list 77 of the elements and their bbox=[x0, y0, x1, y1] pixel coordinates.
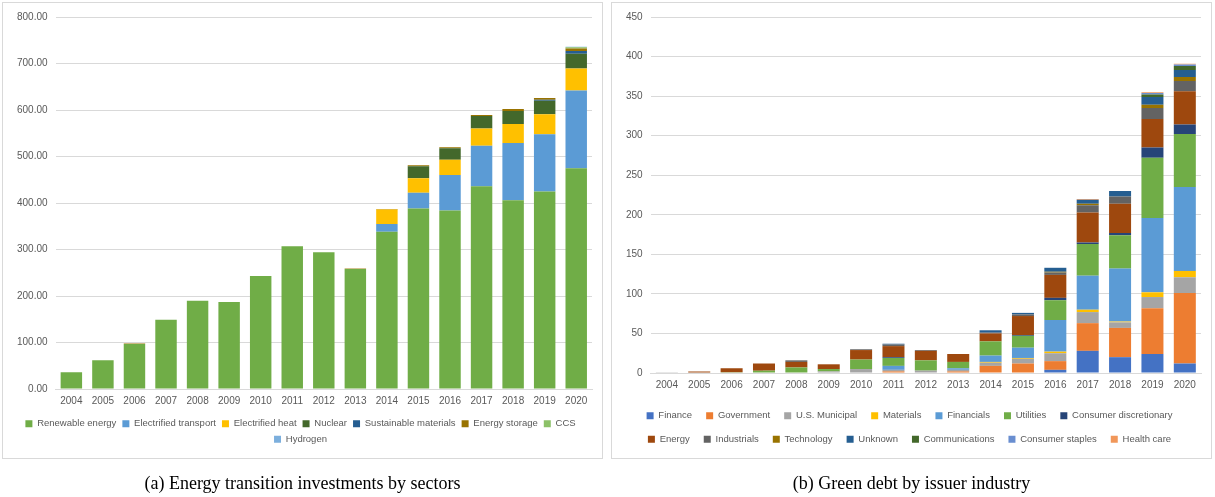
legend-label: U.S. Municipal bbox=[795, 409, 858, 421]
x-tick-label: 2009 bbox=[218, 394, 241, 406]
y-tick-label: 50 bbox=[631, 327, 644, 339]
y-tick-label: 0 bbox=[637, 366, 644, 378]
x-tick-label: 2004 bbox=[60, 394, 83, 406]
x-tick-label: 2015 bbox=[1011, 378, 1035, 390]
legend-label: Unknown bbox=[858, 432, 898, 444]
y-tick-label: 500.00 bbox=[16, 150, 49, 162]
x-tick-label: 2011 bbox=[281, 394, 304, 406]
x-tick-label: 2014 bbox=[375, 394, 399, 406]
x-tick-label: 2005 bbox=[688, 378, 711, 390]
legend-label: Consumer staples bbox=[1020, 432, 1098, 444]
x-tick-label: 2012 bbox=[312, 394, 336, 406]
legend-label: Financials bbox=[947, 409, 991, 421]
y-tick-label: 450 bbox=[626, 10, 644, 22]
legend-label: Materials bbox=[882, 409, 922, 421]
x-tick-label: 2011 bbox=[882, 378, 905, 390]
legend-label: Industrials bbox=[715, 432, 760, 444]
x-tick-label: 2016 bbox=[1044, 378, 1067, 390]
legend-label: Energy storage bbox=[473, 417, 538, 429]
y-tick-label: 300 bbox=[626, 129, 644, 141]
y-tick-label: 200.00 bbox=[16, 289, 49, 301]
legend-label: Finance bbox=[658, 409, 693, 421]
y-tick-label: 600.00 bbox=[16, 103, 49, 115]
legend-label: Electrified transport bbox=[134, 417, 217, 429]
x-tick-label: 2005 bbox=[91, 394, 115, 406]
x-tick-label: 2018 bbox=[501, 394, 525, 406]
y-tick-label: 800.00 bbox=[16, 10, 49, 22]
legend-label: Health care bbox=[1122, 432, 1172, 444]
x-tick-label: 2010 bbox=[849, 378, 873, 390]
y-tick-label: 300.00 bbox=[16, 243, 49, 255]
x-tick-label: 2009 bbox=[817, 378, 841, 390]
x-tick-label: 2013 bbox=[947, 378, 970, 390]
legend-label: Nuclear bbox=[314, 417, 348, 429]
x-tick-label: 2006 bbox=[123, 394, 147, 406]
x-tick-label: 2006 bbox=[720, 378, 744, 390]
legend-label: Electrified heat bbox=[233, 417, 297, 429]
legend-label: Government bbox=[717, 409, 771, 421]
legend-label: Consumer discretionary bbox=[1072, 409, 1173, 421]
x-tick-label: 2014 bbox=[979, 378, 1003, 390]
text: (a) Energy transition investments by sectors bbox=[144, 473, 461, 494]
legend-label: CCS bbox=[555, 417, 576, 429]
y-tick-label: 100 bbox=[626, 287, 644, 299]
x-tick-label: 2007 bbox=[752, 378, 776, 390]
y-tick-label: 400.00 bbox=[16, 196, 49, 208]
y-tick-label: 250 bbox=[626, 168, 644, 180]
y-tick-label: 200 bbox=[626, 208, 644, 220]
x-tick-label: 2007 bbox=[154, 394, 178, 406]
legend-label: Sustainable materials bbox=[364, 417, 456, 429]
x-tick-label: 2018 bbox=[1108, 378, 1132, 390]
y-tick-label: 0.00 bbox=[28, 382, 49, 394]
y-tick-label: 150 bbox=[626, 248, 644, 260]
x-tick-label: 2008 bbox=[785, 378, 808, 390]
y-tick-label: 700.00 bbox=[16, 57, 49, 69]
legend-label: Hydrogen bbox=[285, 432, 327, 444]
x-tick-label: 2010 bbox=[249, 394, 273, 406]
x-tick-label: 2016 bbox=[438, 394, 462, 406]
x-tick-label: 2004 bbox=[655, 378, 679, 390]
x-tick-label: 2012 bbox=[914, 378, 938, 390]
legend-label: Utilities bbox=[1015, 409, 1047, 421]
x-tick-label: 2008 bbox=[186, 394, 210, 406]
x-tick-label: 2019 bbox=[533, 394, 557, 406]
legend-label: Technology bbox=[784, 432, 833, 444]
y-tick-label: 400 bbox=[626, 50, 644, 62]
x-tick-label: 2015 bbox=[407, 394, 431, 406]
y-tick-label: 350 bbox=[626, 89, 644, 101]
legend-label: Energy bbox=[659, 432, 690, 444]
x-tick-label: 2020 bbox=[565, 394, 588, 406]
text: (b) Green debt by issuer industry bbox=[792, 473, 1031, 494]
x-tick-label: 2017 bbox=[470, 394, 494, 406]
x-tick-label: 2020 bbox=[1173, 378, 1197, 390]
x-tick-label: 2013 bbox=[344, 394, 367, 406]
legend-label: Renewable energy bbox=[37, 417, 117, 429]
y-tick-label: 100.00 bbox=[16, 336, 49, 348]
x-tick-label: 2017 bbox=[1076, 378, 1100, 390]
legend-label: Communications bbox=[923, 432, 995, 444]
x-tick-label: 2019 bbox=[1141, 378, 1164, 390]
